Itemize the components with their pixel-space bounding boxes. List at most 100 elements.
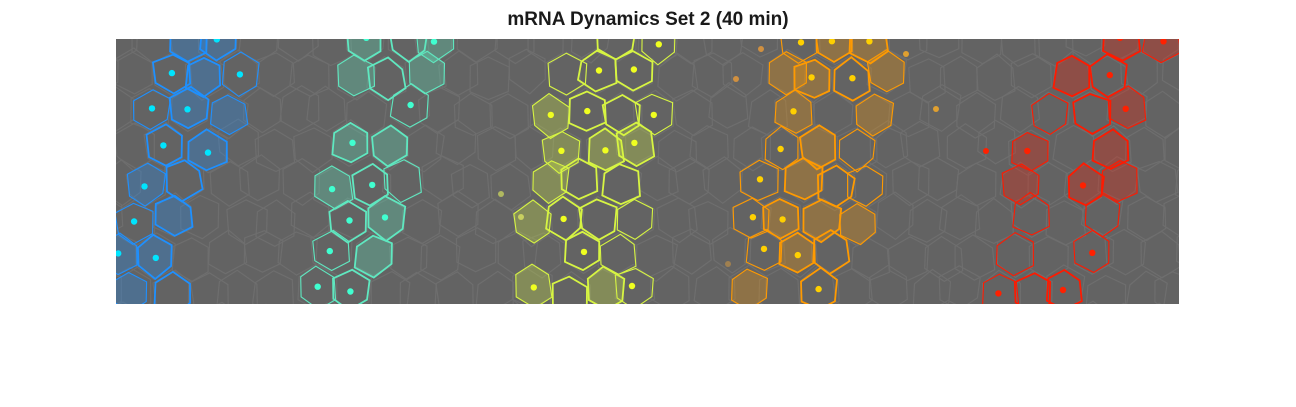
background-cell [251,270,294,304]
nucleus-dot-orange [815,285,822,293]
background-cell [293,127,333,174]
nucleus-dot-red [1116,39,1124,42]
background-cell [522,232,562,279]
stripe-cell-red [1012,191,1050,236]
background-cell [1065,39,1106,57]
background-cell [602,160,643,209]
background-cell [116,59,119,85]
stripe-cell-orange [838,128,876,173]
background-cell [657,129,698,173]
background-cell [116,47,153,95]
background-cell [1174,168,1179,198]
background-cell [1000,39,1041,68]
nucleus-dot-red [1089,249,1096,256]
background-cell [912,268,952,304]
background-cell [850,39,889,66]
background-cell [740,39,779,58]
stripe-cell-orange [848,39,889,65]
background-cell [649,265,690,304]
background-cell [732,126,772,172]
nucleus-dot-cyan [369,181,376,189]
background-cell [217,301,226,304]
background-cell [548,51,588,97]
figure-title: mRNA Dynamics Set 2 (40 min) [507,9,789,30]
stripe-cell-blue [153,270,192,304]
stripe-cell-yellow-green [560,157,599,201]
background-cell [1164,127,1179,169]
background-cell [366,55,407,102]
background-cell [597,231,637,278]
background-cell [243,230,284,273]
background-cell [637,155,679,202]
nucleus-dot-cyan [381,214,389,221]
background-cell [511,264,553,304]
background-cell [615,49,654,93]
stripe-cell-red [995,231,1034,277]
nucleus-dot-yellow-green [650,111,657,119]
background-cell [946,122,988,169]
stripe-cell-red [1072,93,1112,135]
background-cell [869,119,909,169]
background-cell [297,263,338,304]
background-cell [116,122,155,172]
background-cell [702,156,742,205]
background-cell [331,119,371,167]
stripe-cell-cyan [312,229,350,272]
tissue-image [116,39,1179,304]
nucleus-dot-blue [184,106,191,113]
nucleus-dot-red [1059,286,1067,294]
nucleus-dot-orange [808,74,815,81]
background-cell [635,234,678,283]
background-cell [1144,90,1179,140]
background-cell [1136,160,1179,203]
background-cell [549,270,591,304]
background-cell [474,198,516,245]
background-cell [1080,190,1124,239]
scattered-nucleus-dot [725,261,731,267]
stripe-cell-orange [855,93,895,137]
scattered-nucleus-dot [933,106,939,112]
background-cell [887,236,929,282]
background-cell [540,127,582,176]
stripe-cell-blue [199,39,237,62]
stripe-cell-cyan [351,162,389,207]
background-cell [1016,270,1053,304]
scattered-nucleus-dot [733,76,739,82]
background-cell [570,39,610,64]
background-cell [938,194,981,241]
stripe-cell-yellow-green [568,90,607,132]
background-cell [812,90,854,136]
stripe-cell-orange [764,125,799,171]
nucleus-dot-blue [130,218,138,225]
background-cell [831,57,872,103]
nucleus-dot-orange [794,251,801,259]
background-cell [888,39,928,61]
stripe-cell-blue [221,51,260,98]
background-cell [310,228,353,273]
stripe-cell-blue [154,194,194,237]
nucleus-dot-yellow-green [547,111,554,119]
background-cell [691,52,733,99]
tissue-svg [116,39,1179,304]
background-cell [1140,230,1179,279]
background-cell [388,236,428,281]
stripe-cell-orange [798,124,837,171]
nucleus-dot-blue [148,105,156,112]
nucleus-dot-orange [797,39,805,46]
background-cell [438,50,479,96]
background-cell [219,49,260,99]
nucleus-dot-cyan [347,288,354,295]
stripe-cell-yellow-green [578,198,618,241]
stripe-cell-blue [116,202,154,246]
background-cell [209,160,250,207]
stripe-cell-yellow-green [601,163,641,206]
nucleus-dot-orange [760,245,768,253]
nucleus-dot-cyan [314,283,321,290]
stripe-cell-yellow-green [515,263,553,304]
background-cell [722,52,764,98]
background-cell [1175,235,1179,264]
background-cell [345,39,385,64]
stripe-cell-orange [847,165,884,207]
background-cell [831,267,873,304]
stripe-cell-yellow-green [551,275,588,304]
